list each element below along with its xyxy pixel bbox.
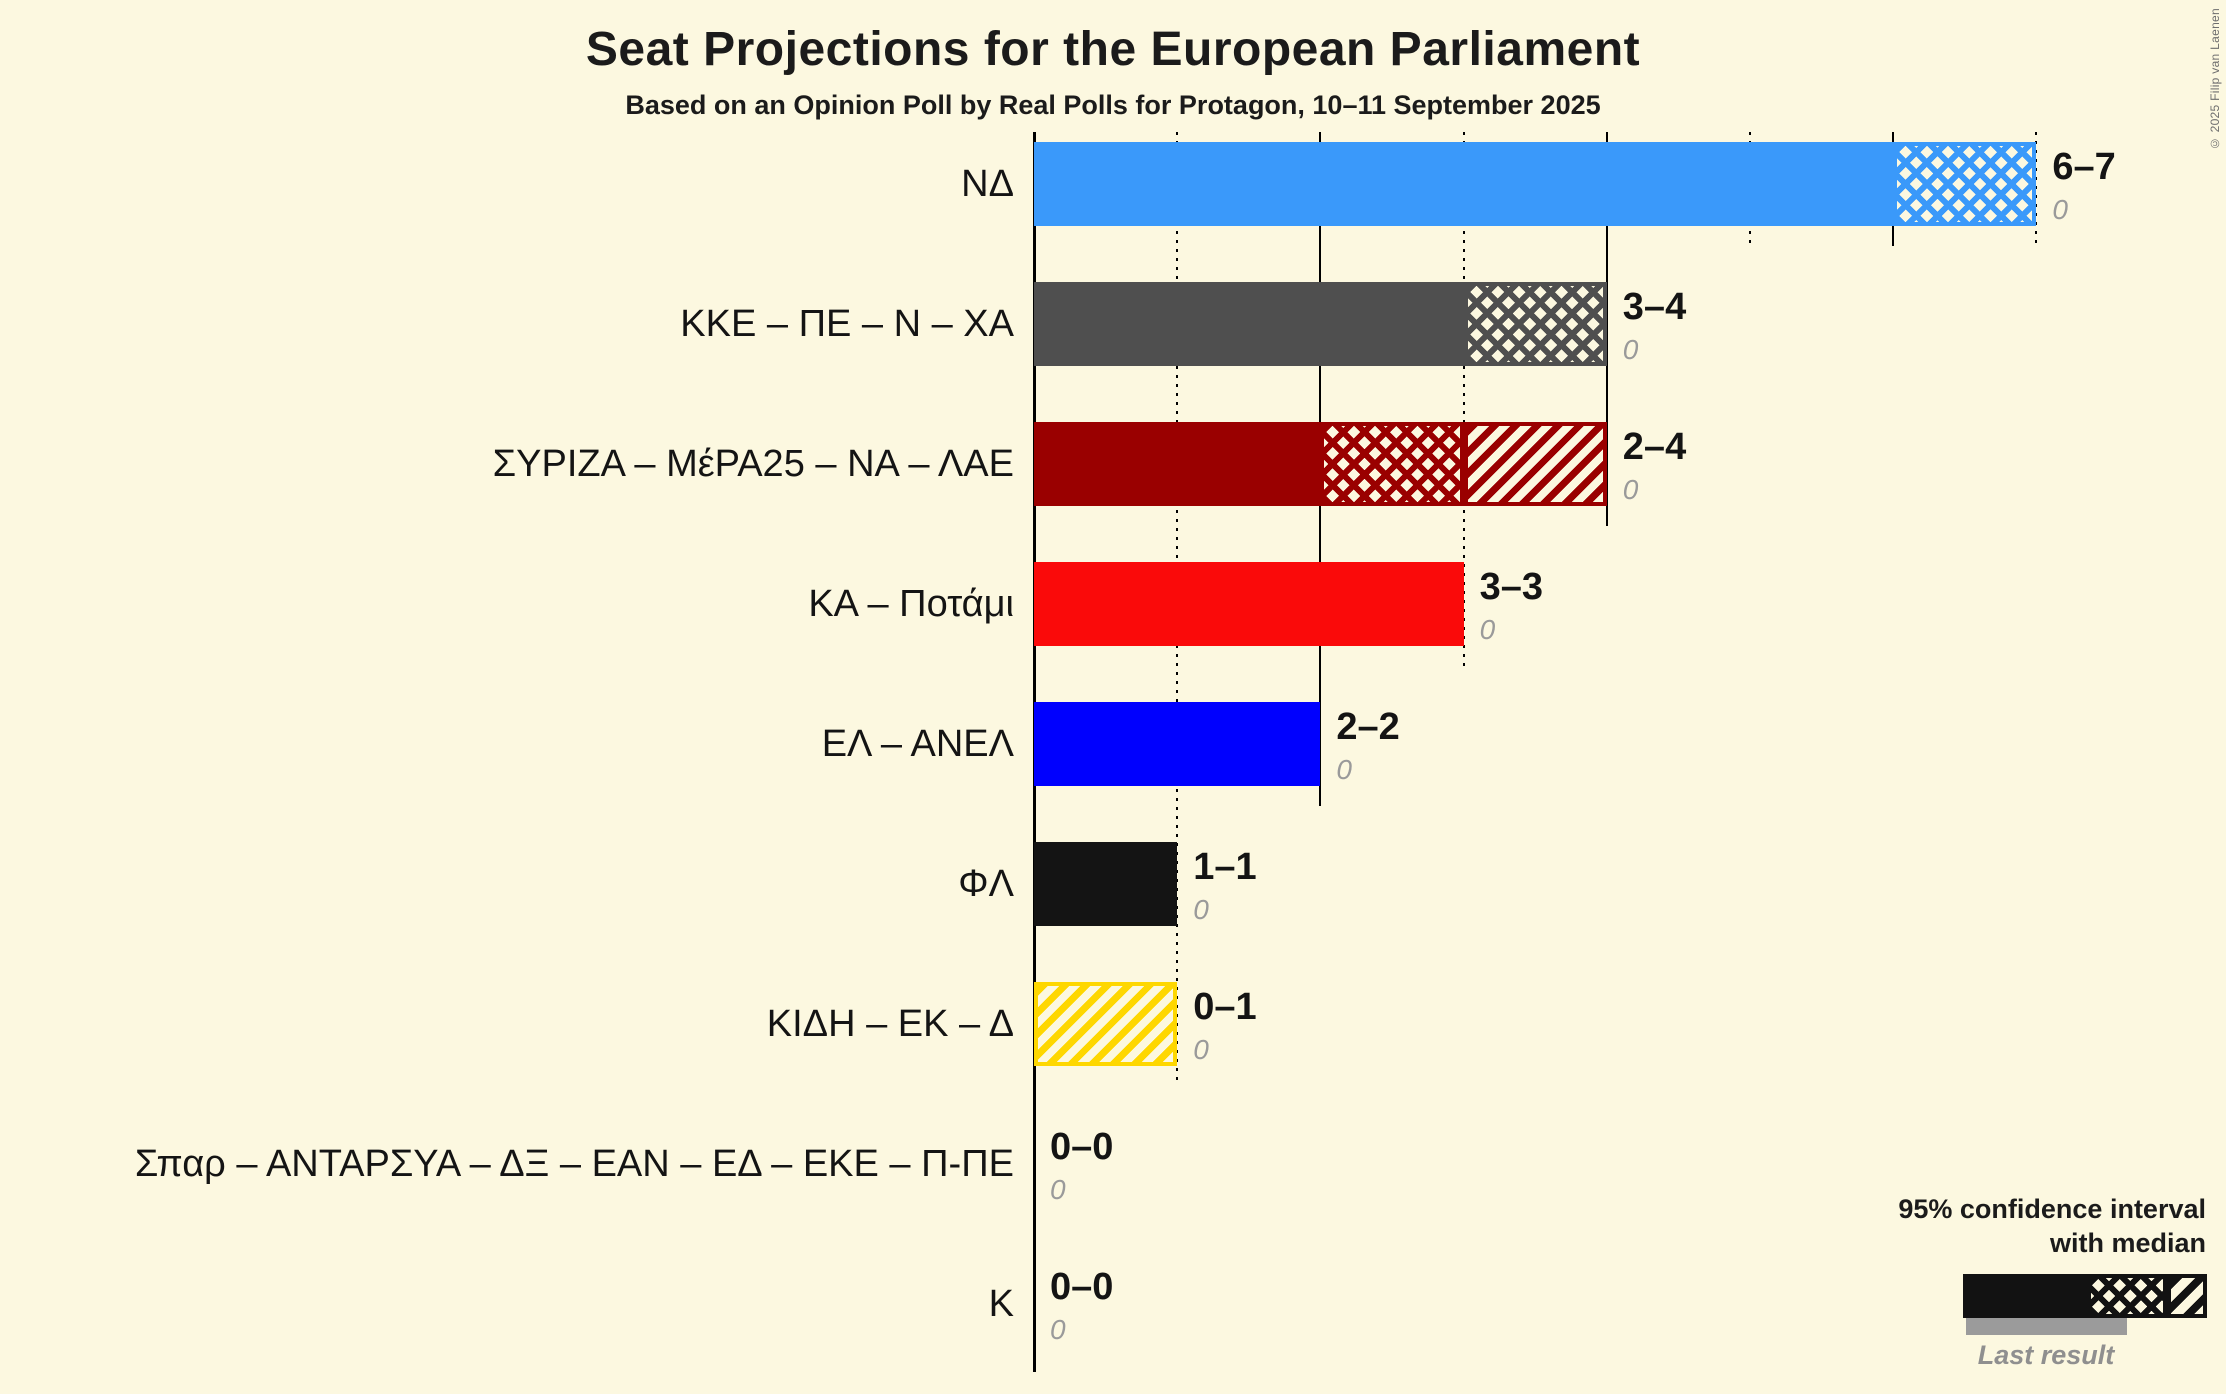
last-result-value: 0 <box>1050 1174 1066 1205</box>
bar-segment-solid <box>1034 422 1321 506</box>
gridline-7-dotted <box>2035 132 2038 246</box>
last-result-value: 0 <box>1336 754 1352 785</box>
chart-subtitle: Based on an Opinion Poll by Real Polls f… <box>625 90 1601 120</box>
bar <box>1034 982 1178 1066</box>
value-label: 6–7 <box>2052 146 2116 188</box>
value-label: 2–4 <box>1622 426 1687 468</box>
legend-crosshatch-segment <box>2087 1274 2167 1318</box>
bar-segment-crosshatch <box>1463 282 1607 366</box>
last-result-value: 0 <box>1479 614 1496 645</box>
gridline-3-dotted <box>1462 132 1465 666</box>
bar-segment-solid <box>1034 842 1178 926</box>
value-label: 2–2 <box>1336 706 1400 748</box>
legend-last-result-bar <box>1966 1318 2127 1335</box>
bar <box>1034 142 2037 226</box>
value-label: 0–1 <box>1193 986 1257 1028</box>
value-label: 0–0 <box>1050 1126 1114 1168</box>
legend-ci-label: 95% confidence interval with median <box>1898 1192 2206 1260</box>
bar <box>1034 282 1607 366</box>
last-result-value: 0 <box>1193 1034 1209 1065</box>
bar <box>1034 702 1321 786</box>
party-label: Σπαρ – ΑΝΤΑΡΣΥΑ – ΔΞ – ΕΑΝ – ΕΔ – ΕΚΕ – … <box>134 1143 1014 1185</box>
bar-segment-solid <box>1034 282 1464 366</box>
legend-ci-line1: 95% confidence interval <box>1898 1194 2206 1224</box>
legend-sample-bar <box>1963 1274 2207 1318</box>
party-label: ΚΚΕ – ΠΕ – Ν – ΧΑ <box>680 303 1014 345</box>
party-label: Κ <box>988 1283 1014 1325</box>
value-label: 3–3 <box>1479 566 1543 608</box>
value-label: 3–4 <box>1622 286 1687 328</box>
bar <box>1034 422 1607 506</box>
last-result-value: 0 <box>1193 894 1209 925</box>
last-result-value: 0 <box>1622 334 1639 365</box>
bar-segment-crosshatch <box>1893 142 2037 226</box>
value-label: 1–1 <box>1193 846 1257 888</box>
bar-segment-solid <box>1034 702 1321 786</box>
party-label: ΝΔ <box>961 163 1014 205</box>
last-result-value: 0 <box>1622 474 1639 505</box>
bar-segment-crosshatch <box>1320 422 1464 506</box>
legend-ci-line2: with median <box>2049 1228 2206 1258</box>
bar <box>1034 1262 1035 1346</box>
bar <box>1034 842 1178 926</box>
legend-solid-segment <box>1963 1274 2087 1318</box>
value-label: 0–0 <box>1050 1266 1114 1308</box>
bar <box>1034 562 1464 646</box>
party-label: ΕΛ – ΑΝΕΛ <box>821 723 1014 765</box>
bar <box>1034 1122 1035 1206</box>
copyright-note: © 2025 Filip van Laenen <box>2208 8 2222 151</box>
bar-segment-diagonal <box>1034 982 1178 1066</box>
party-label: ΦΛ <box>958 863 1014 905</box>
party-label: ΚΙΔΗ – ΕΚ – Δ <box>766 1003 1014 1045</box>
bar-segment-solid <box>1034 562 1464 646</box>
legend-last-result-label: Last result <box>1977 1340 2115 1370</box>
chart-title: Seat Projections for the European Parlia… <box>585 23 1641 76</box>
party-label: ΚΑ – Ποτάμι <box>808 583 1014 625</box>
party-label: ΣΥΡΙΖΑ – ΜέΡΑ25 – ΝΑ – ΛΑΕ <box>492 443 1014 485</box>
legend-diagonal-segment <box>2167 1274 2207 1318</box>
gridline-4-solid <box>1605 132 1608 526</box>
bar-segment-solid <box>1034 142 1894 226</box>
last-result-value: 0 <box>2052 194 2068 225</box>
bar-segment-diagonal <box>1463 422 1607 506</box>
last-result-value: 0 <box>1050 1314 1066 1345</box>
